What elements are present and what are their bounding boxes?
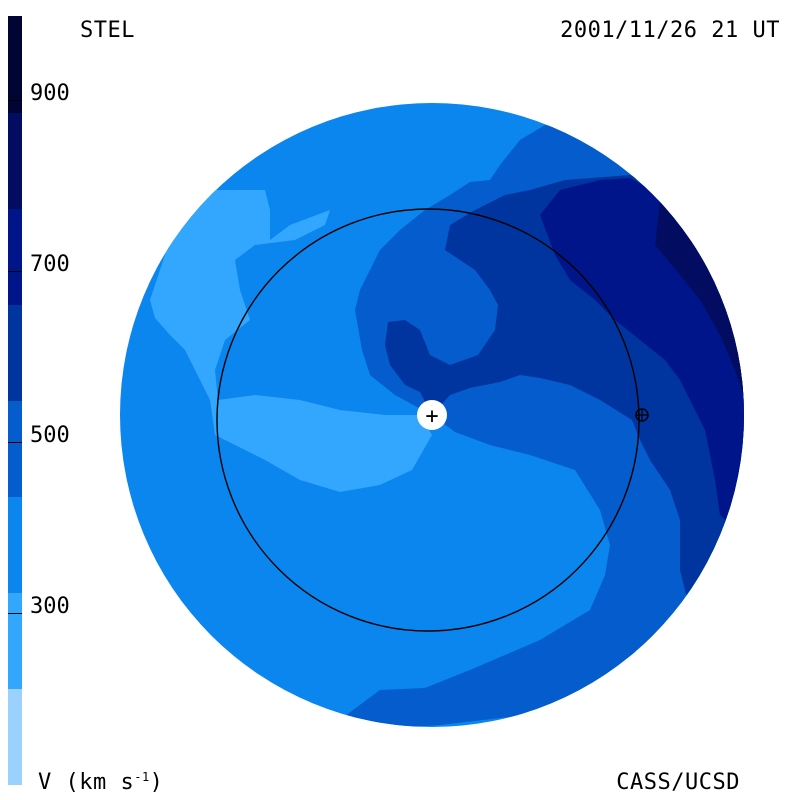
colorbar-band-600 bbox=[8, 304, 22, 401]
observatory-label: STEL bbox=[80, 18, 135, 43]
colorbar-band-400 bbox=[8, 496, 22, 593]
colorbar-tick-700: 700 bbox=[30, 252, 70, 277]
earth-icon bbox=[635, 408, 649, 422]
colorbar-band-200 bbox=[8, 688, 22, 785]
colorbar-tickmark-900 bbox=[8, 100, 22, 101]
sun-marker bbox=[417, 400, 447, 430]
colorbar-tickmark-700 bbox=[8, 271, 22, 272]
credit-label: CASS/UCSD bbox=[616, 770, 740, 795]
colorbar-band-300 bbox=[8, 592, 22, 689]
colorbar-band-900 bbox=[8, 16, 22, 113]
colorbar-tick-500: 500 bbox=[30, 423, 70, 448]
colorbar-tick-900: 900 bbox=[30, 81, 70, 106]
colorbar-tickmark-500 bbox=[8, 442, 22, 443]
colorbar-band-800 bbox=[8, 112, 22, 209]
region-v800 bbox=[655, 200, 744, 420]
velocity-colorbar bbox=[8, 16, 22, 785]
timestamp-label: 2001/11/26 21 UT bbox=[560, 18, 780, 43]
scale-title-exponent: -1 bbox=[134, 770, 150, 784]
velocity-scale-title: V (km s-1) bbox=[38, 770, 163, 795]
colorbar-tick-300: 300 bbox=[30, 594, 70, 619]
scale-title-text: V (km s bbox=[38, 770, 135, 795]
colorbar-band-500 bbox=[8, 400, 22, 497]
scale-title-close: ) bbox=[149, 770, 164, 795]
colorbar-band-700 bbox=[8, 208, 22, 305]
colorbar-tickmark-300 bbox=[8, 613, 22, 614]
region-v300 bbox=[150, 190, 432, 492]
sun-plus-symbol: + bbox=[425, 404, 438, 429]
velocity-disk bbox=[120, 103, 744, 727]
